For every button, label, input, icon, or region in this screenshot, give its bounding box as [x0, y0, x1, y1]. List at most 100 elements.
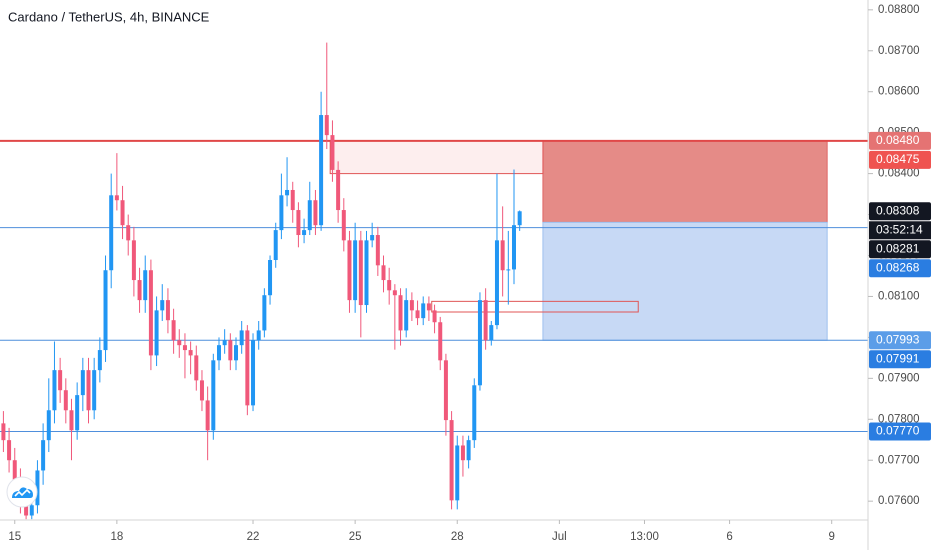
candle-body: [324, 115, 329, 136]
price-label: 0.08475: [876, 152, 920, 166]
candle-body: [251, 340, 256, 406]
candle-body: [75, 395, 80, 431]
candle-body: [511, 225, 516, 270]
candle-body: [177, 340, 182, 346]
candle-body: [358, 240, 363, 306]
candle-body: [7, 440, 12, 461]
candle-body: [426, 303, 431, 311]
y-tick-label: 0.08600: [878, 86, 920, 98]
candle-body: [41, 440, 46, 471]
candle-body: [171, 320, 176, 341]
candle-body: [63, 390, 68, 411]
x-tick-label: 28: [451, 531, 464, 543]
candle-body: [489, 325, 494, 341]
candle-body: [302, 230, 307, 236]
candle-body: [375, 235, 380, 266]
candle-body: [211, 360, 216, 431]
candle-body: [86, 370, 91, 411]
y-tick-label: 0.07900: [878, 372, 920, 384]
price-label: 0.07993: [876, 332, 920, 346]
price-label: 0.07991: [876, 351, 920, 365]
x-tick-label: 9: [828, 531, 834, 543]
candle-body: [80, 370, 85, 396]
x-tick-label: 6: [726, 531, 732, 543]
candle-body: [438, 322, 443, 361]
x-tick-label: 25: [349, 531, 362, 543]
x-tick-label: 22: [247, 531, 260, 543]
price-label-bg: [869, 350, 931, 369]
price-label-bg: [869, 150, 931, 169]
candle-body: [199, 380, 204, 401]
candle-body: [239, 330, 244, 346]
candle-body: [131, 240, 136, 281]
candle-body: [404, 300, 409, 331]
price-label: 0.08281: [876, 241, 920, 255]
candle-body: [506, 269, 511, 271]
candle-body: [364, 240, 369, 306]
price-zone: [431, 300, 639, 313]
candle-body: [154, 310, 159, 356]
price-label: 0.08268: [876, 260, 920, 274]
candle-body: [330, 135, 335, 170]
candle-body: [421, 303, 426, 319]
candle-body: [472, 385, 477, 441]
candle-body: [228, 340, 233, 361]
candle-body: [205, 400, 210, 431]
candle-body: [398, 295, 403, 331]
y-tick-label: 0.08100: [878, 290, 920, 302]
candle-body: [109, 195, 114, 271]
candle-body: [92, 370, 97, 411]
candle-body: [256, 330, 261, 341]
candle-body: [517, 211, 522, 226]
candle-body: [347, 240, 352, 301]
candle-body: [460, 445, 465, 461]
candle-body: [35, 470, 40, 506]
candle-body: [319, 115, 324, 226]
plot-area: [0, 42, 868, 520]
candle-body: [182, 345, 187, 351]
x-tick-label: Jul: [552, 531, 567, 543]
logo: [6, 476, 38, 508]
candle-body: [148, 270, 153, 356]
price-label: 0.08480: [876, 133, 920, 147]
y-tick-label: 0.07600: [878, 495, 920, 507]
candle-body: [370, 235, 375, 241]
candle-body: [353, 240, 358, 301]
y-tick-label: 0.08400: [878, 168, 920, 180]
candle-body: [455, 445, 460, 501]
candle-body: [188, 350, 193, 356]
candle-body: [216, 345, 221, 361]
candle-body: [381, 265, 386, 281]
candle-body: [12, 460, 17, 481]
candle-body: [290, 189, 295, 211]
price-label: 0.07770: [876, 424, 920, 438]
candle-body: [273, 230, 278, 260]
price-label-bg: [869, 259, 931, 278]
candle-body: [483, 300, 488, 341]
y-tick-label: 0.08800: [878, 4, 920, 16]
candle-body: [392, 290, 397, 296]
candle-body: [222, 340, 227, 346]
candle-body: [165, 300, 170, 321]
countdown-bg: [869, 221, 931, 240]
candle-body: [313, 200, 318, 226]
candle-body: [1, 423, 6, 441]
x-tick-label: 18: [110, 531, 123, 543]
candle-body: [296, 210, 301, 236]
candle-body: [52, 370, 57, 411]
candle-body: [69, 410, 74, 431]
price-label-bg: [869, 240, 931, 259]
candle-body: [137, 280, 142, 301]
candle-body: [341, 210, 346, 241]
candle-body: [58, 370, 63, 391]
candle-body: [29, 505, 34, 516]
candle-body: [285, 189, 290, 196]
candle-body: [245, 330, 250, 406]
candle-body: [500, 240, 505, 271]
countdown: 03:52:14: [876, 222, 923, 236]
candle-body: [126, 225, 131, 241]
x-tick-label: 13:00: [630, 531, 659, 543]
candle-body: [307, 200, 312, 231]
candle-body: [279, 195, 284, 231]
candle-body: [143, 270, 148, 301]
